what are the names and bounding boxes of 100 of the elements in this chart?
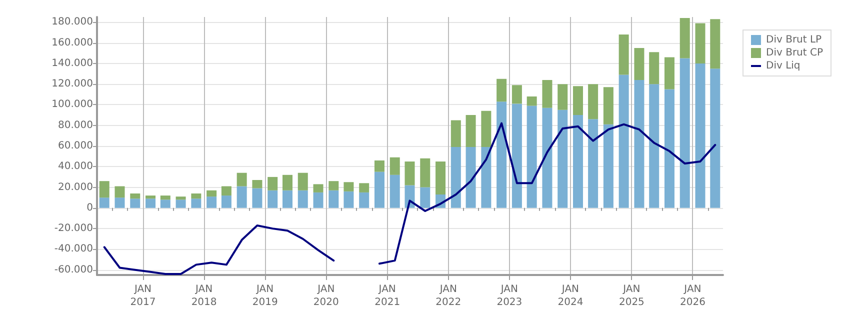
bar — [481, 110, 492, 148]
y-tick-label: 0 — [86, 202, 93, 214]
bar — [573, 86, 583, 116]
bar — [404, 161, 415, 186]
bar — [114, 198, 125, 208]
y-tick-label: 40.000 — [58, 161, 93, 172]
y-tick-label: -40.000 — [54, 244, 93, 255]
bar — [420, 187, 430, 208]
x-tick-label: JAN 2017 — [130, 284, 156, 308]
bar — [328, 190, 339, 208]
bar — [634, 48, 644, 80]
y-tick-label: 100.000 — [52, 99, 93, 110]
bar — [526, 96, 537, 106]
bar — [390, 174, 400, 208]
bar — [573, 115, 583, 208]
bar — [344, 191, 354, 208]
bar — [695, 23, 706, 64]
bar — [634, 80, 644, 208]
bar — [558, 110, 568, 208]
bar — [664, 57, 674, 90]
y-tick-label: 20.000 — [58, 182, 93, 193]
y-tick-label: 60.000 — [58, 140, 93, 152]
bar — [649, 84, 660, 208]
bar — [268, 176, 278, 190]
bar — [496, 78, 507, 102]
legend-label: Div Brut LP — [766, 34, 822, 46]
bar — [542, 80, 552, 108]
bar — [206, 196, 217, 208]
bar — [649, 52, 660, 84]
bar — [359, 192, 370, 208]
bar — [99, 198, 110, 208]
bar — [236, 172, 247, 186]
bar — [313, 192, 324, 208]
bar — [221, 186, 232, 196]
bar — [359, 183, 370, 192]
y-tick-label: -20.000 — [54, 223, 93, 234]
x-tick-label: JAN 2018 — [191, 284, 217, 308]
bar — [526, 106, 537, 208]
x-tick-label: JAN 2025 — [618, 284, 644, 308]
bar — [176, 196, 186, 200]
legend-label: Div Brut CP — [766, 48, 824, 58]
bar — [558, 84, 568, 110]
bar — [588, 119, 598, 208]
bar — [680, 18, 690, 58]
y-tick-label: 180.000 — [52, 16, 93, 28]
bar — [99, 181, 110, 198]
bar — [328, 181, 339, 190]
bar — [481, 147, 492, 208]
bar — [603, 124, 614, 208]
bar — [176, 200, 186, 208]
bar — [588, 84, 598, 120]
bar — [390, 157, 400, 175]
bar — [160, 200, 170, 208]
bar — [268, 190, 278, 208]
bar — [466, 147, 476, 208]
bar — [221, 196, 232, 208]
bar — [160, 196, 170, 200]
bar — [130, 193, 140, 199]
bar — [512, 85, 522, 104]
legend-label: Div Liq — [766, 60, 800, 72]
x-tick-label: JAN 2021 — [374, 284, 400, 308]
bar — [542, 108, 552, 208]
x-tick-label: JAN 2020 — [313, 284, 339, 308]
bar — [313, 184, 324, 192]
x-tick-label: JAN 2024 — [558, 284, 584, 308]
bar — [710, 68, 720, 208]
bar — [282, 174, 292, 190]
bar — [146, 196, 156, 199]
bar — [114, 186, 125, 198]
y-tick-label: 160.000 — [52, 37, 93, 48]
bar — [496, 102, 507, 208]
x-tick-label: JAN 2022 — [436, 284, 462, 308]
y-tick-label: -60.000 — [54, 264, 93, 276]
bar — [374, 160, 384, 172]
bar — [680, 58, 690, 208]
y-tick-label: 80.000 — [58, 120, 93, 131]
bar — [146, 198, 156, 208]
x-tick-label: JAN 2026 — [680, 284, 706, 308]
bar — [618, 34, 629, 75]
bar — [130, 198, 140, 208]
bar — [512, 104, 522, 208]
bar — [664, 89, 674, 208]
bar — [618, 74, 629, 208]
x-tick-label: JAN 2023 — [496, 284, 522, 308]
bar — [344, 182, 354, 192]
bar — [450, 147, 461, 208]
bar — [252, 188, 262, 208]
bar — [436, 161, 446, 195]
bar — [450, 120, 461, 148]
y-tick-label: 120.000 — [52, 78, 93, 90]
bar — [206, 190, 217, 197]
bar — [374, 172, 384, 208]
bar — [191, 193, 202, 199]
y-tick-label: 140.000 — [52, 58, 93, 69]
bar — [191, 198, 202, 208]
bar — [710, 19, 720, 69]
bar — [298, 172, 308, 190]
bar — [466, 115, 476, 148]
bar — [695, 63, 706, 208]
bar — [420, 158, 430, 188]
